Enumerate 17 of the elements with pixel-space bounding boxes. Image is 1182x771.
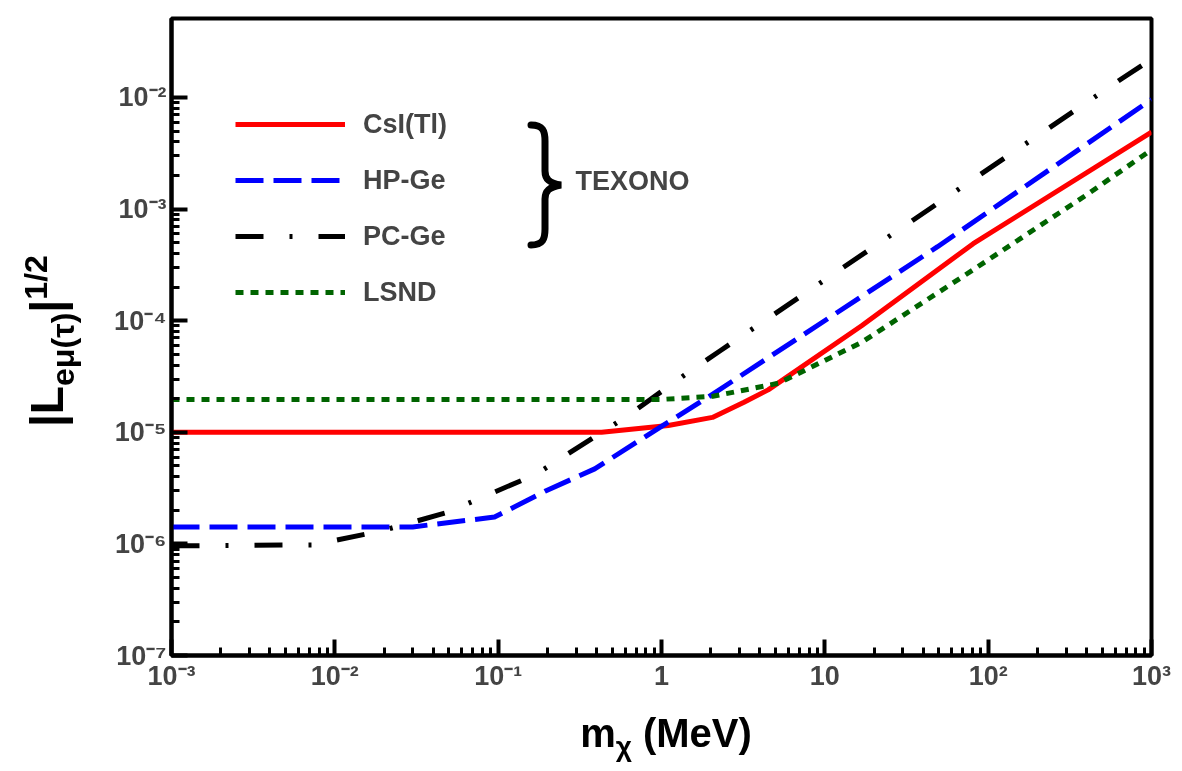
annotation: TEXONO xyxy=(575,165,690,196)
y-tick-label: 10⁻³ xyxy=(118,194,167,225)
y-tick-label: 10⁻⁴ xyxy=(114,305,167,336)
x-axis-title: m$_{χ}$ (MeV) xyxy=(580,710,752,764)
x-tick-label: 1 xyxy=(653,660,670,691)
legend-label: LSND xyxy=(363,275,437,309)
legend-label: CsI(Tl) xyxy=(363,107,447,141)
x-tick-label: 10⁻¹ xyxy=(474,660,523,691)
legend-label: HP-Ge xyxy=(363,163,446,197)
y-tick-label: 10⁻² xyxy=(118,82,167,113)
x-tick-label: 10² xyxy=(968,660,1008,691)
x-tick-label: 10 xyxy=(809,660,840,691)
legend-label: PC-Ge xyxy=(363,219,446,253)
x-tick-label: 10⁻² xyxy=(310,660,359,691)
y-tick-label: 10⁻⁵ xyxy=(114,417,167,448)
y-tick-label: 10⁻⁶ xyxy=(115,528,167,559)
x-tick-label: 10³ xyxy=(1131,660,1172,691)
